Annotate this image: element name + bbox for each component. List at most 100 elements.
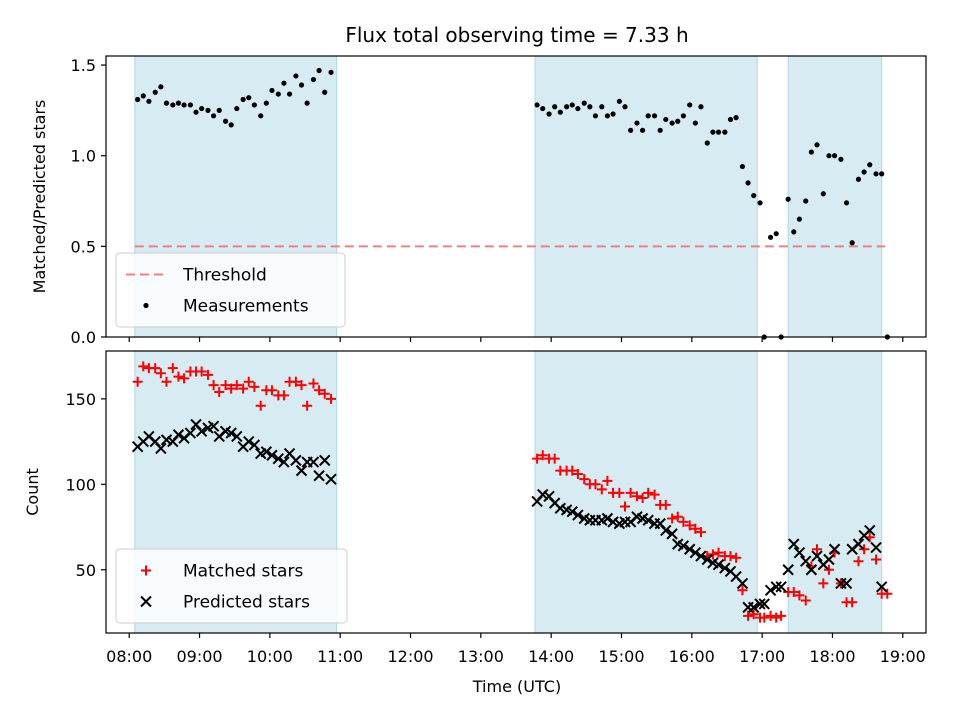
matched-star-point [794, 590, 805, 601]
predicted-star-point [852, 538, 865, 550]
matched-star-point [590, 479, 601, 490]
matched-star-point [549, 453, 560, 464]
measurement-point [216, 107, 222, 113]
predicted-star-point [793, 546, 806, 559]
bottom-panel-y-axis-label: Count [23, 468, 42, 516]
predicted-star-point [870, 541, 882, 554]
x-tick-label: 10:00 [247, 647, 293, 666]
observing-window-3 [787, 55, 883, 338]
measurement-point [727, 116, 734, 123]
measurement-point [808, 149, 814, 155]
predicted-star-point [823, 553, 835, 566]
matched-star-point [631, 491, 642, 502]
legend-predicted-swatch [140, 595, 152, 608]
measurement-point [704, 140, 710, 146]
measurement-point [592, 113, 599, 119]
matched-star-point [818, 578, 829, 589]
matched-star-point [138, 361, 149, 372]
x-tick-label: 09:00 [176, 647, 222, 666]
matched-star-point [811, 544, 822, 555]
legend-matched-swatch [141, 565, 151, 576]
measurement-point [234, 105, 240, 112]
matched-star-point [882, 588, 893, 599]
measurement-point [826, 153, 832, 159]
predicted-star-point [736, 577, 749, 590]
measurement-point [316, 67, 322, 74]
x-tick-label: 17:00 [739, 647, 785, 666]
matched-star-point [308, 378, 319, 389]
measurement-point [587, 104, 593, 110]
measurement-point [855, 176, 862, 182]
matched-star-point [567, 465, 578, 476]
measurement-point [546, 111, 552, 117]
top-panel-y-axis-label: Matched/Predicted stars [30, 100, 49, 294]
measurement-point [246, 95, 252, 101]
predicted-star-point [683, 543, 696, 555]
predicted-star-point [572, 509, 584, 521]
panel-frame [105, 55, 927, 338]
matched-star-point [532, 453, 543, 464]
matched-star-point [231, 380, 242, 391]
matched-star-point [214, 387, 225, 398]
predicted-star-point [278, 456, 290, 468]
measurement-point [722, 129, 728, 135]
measurement-point [569, 102, 575, 108]
predicted-star-point [290, 454, 302, 467]
matched-star-point [731, 552, 742, 563]
matched-star-point [695, 527, 706, 538]
measurement-point [575, 105, 581, 112]
matched-star-point [602, 475, 613, 486]
measurement-point [228, 122, 234, 128]
predicted-star-point [677, 540, 690, 552]
measurement-point [152, 89, 158, 95]
measurement-point [796, 216, 803, 222]
measurement-point [645, 113, 651, 119]
matched-star-point [643, 487, 654, 498]
x-tick-label: 13:00 [458, 647, 504, 666]
predicted-star-point [864, 524, 876, 537]
measurement-point [146, 98, 152, 104]
measurement-point [581, 100, 587, 106]
observing-window-3 [787, 350, 883, 634]
matched-star-point [226, 383, 237, 394]
predicted-star-point [840, 577, 853, 590]
measurement-point [687, 102, 693, 108]
measurement-point [745, 180, 751, 186]
y-tick-label: 0.5 [71, 237, 96, 256]
predicted-star-point [875, 581, 888, 593]
matched-star-point [302, 400, 313, 411]
matched-star-point [161, 376, 172, 387]
legend-measurement-swatch [143, 302, 149, 309]
top-legend: Threshold Measurements [115, 252, 346, 328]
y-tick-label: 150 [65, 390, 96, 409]
predicted-star-point [754, 598, 766, 610]
predicted-star-point [660, 524, 672, 537]
measurement-point [680, 113, 686, 119]
y-tick-label: 100 [65, 475, 96, 494]
measurement-point [831, 153, 838, 159]
measurement-point [193, 109, 199, 115]
chart-title: Flux total observing time = 7.33 h [345, 23, 688, 47]
predicted-star-point [172, 429, 185, 441]
measurement-point [534, 102, 540, 108]
measurement-point [751, 192, 757, 199]
predicted-star-point [758, 598, 770, 610]
measurement-point [791, 229, 797, 235]
matched-star-point [637, 492, 648, 503]
matched-star-point [579, 474, 590, 485]
matched-star-point [853, 556, 864, 567]
x-tick-label: 19:00 [880, 647, 926, 666]
matched-star-point [737, 585, 748, 596]
predicted-star-point [701, 553, 713, 566]
y-tick-label: 50 [76, 561, 96, 580]
predicted-star-point [764, 584, 777, 596]
measurement-point [258, 113, 264, 119]
measurement-point [170, 102, 176, 108]
matched-star-point [713, 547, 724, 558]
measurement-point [773, 231, 779, 237]
predicted-star-point [266, 449, 278, 461]
x-tick-label: 16:00 [669, 647, 715, 666]
predicted-star-point [828, 543, 841, 555]
predicted-star-point [231, 430, 243, 443]
